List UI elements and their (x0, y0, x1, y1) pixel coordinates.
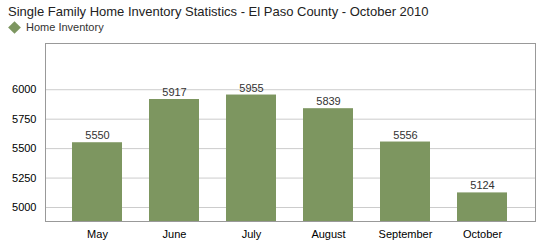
svg-text:5550: 5550 (85, 129, 109, 141)
html-text:Single Family Home Inventory S: Single Family Home Inventory Statistics … (8, 4, 429, 19)
svg-text:5250: 5250 (12, 172, 36, 184)
svg-text:June: June (163, 228, 187, 240)
svg-text:5500: 5500 (12, 142, 36, 154)
svg-text:May: May (87, 228, 108, 240)
svg-text:5839: 5839 (316, 95, 340, 107)
svg-text:5750: 5750 (12, 113, 36, 125)
svg-text:5917: 5917 (162, 86, 186, 98)
svg-text:5000: 5000 (12, 201, 36, 213)
svg-text:September: September (379, 228, 433, 240)
svg-text:5955: 5955 (239, 82, 263, 94)
svg-text:August: August (311, 228, 345, 240)
svg-text:October: October (463, 228, 502, 240)
svg-text:6000: 6000 (12, 83, 36, 95)
svg-text:5556: 5556 (393, 129, 417, 141)
svg-text:July: July (242, 228, 262, 240)
svg-text:5124: 5124 (470, 179, 494, 191)
html-text:Home Inventory: Home Inventory (26, 21, 104, 33)
